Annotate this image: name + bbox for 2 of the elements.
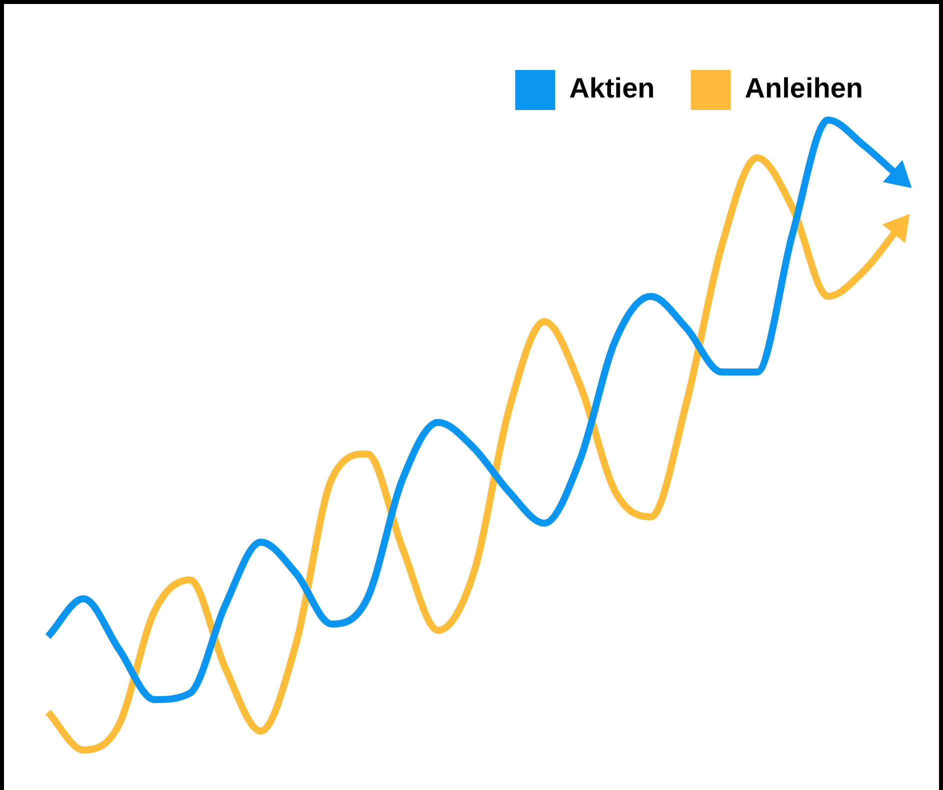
legend-label: Anleihen — [744, 72, 863, 104]
legend-label: Aktien — [569, 72, 655, 104]
